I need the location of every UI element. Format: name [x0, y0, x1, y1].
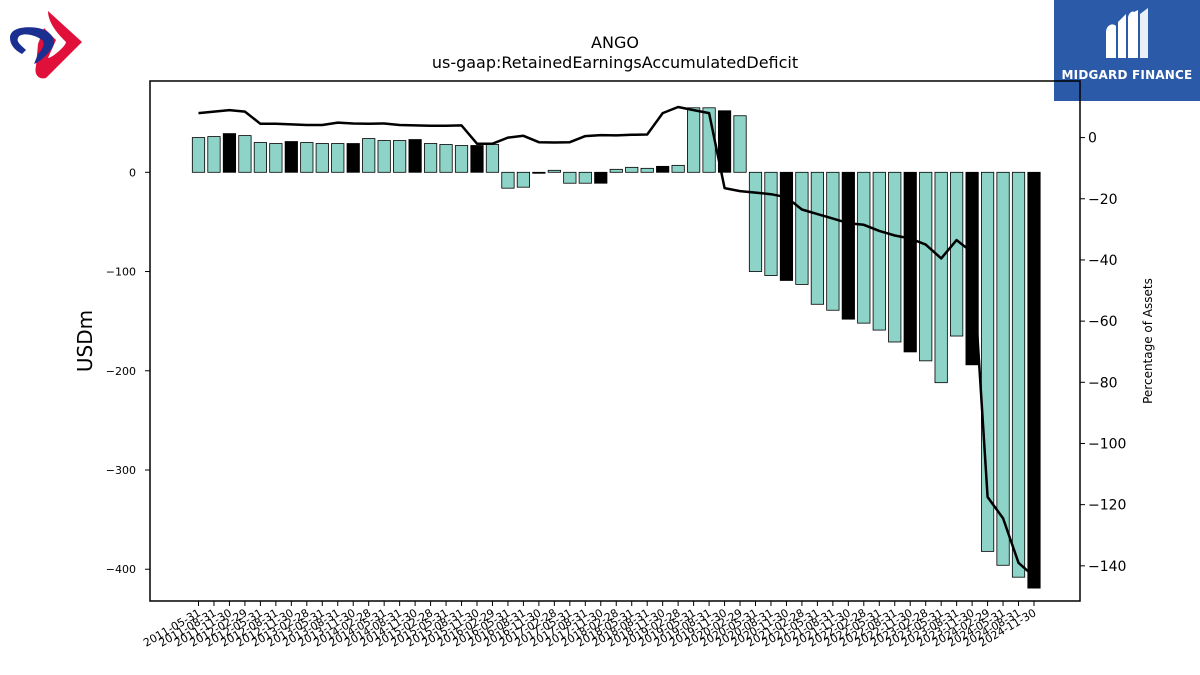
y2-axis-ticks: 0 −20 −40 −60 −80 −100 −120 −140 — [1080, 131, 1126, 575]
bar-2020-02-29 — [733, 115, 747, 173]
bar-2018-11-30 — [656, 165, 670, 173]
bar-2015-02-28 — [423, 143, 438, 173]
y-axis-label: USDm — [73, 310, 97, 372]
bar-series — [191, 107, 1041, 589]
y-tick-label: −300 — [106, 464, 136, 477]
line-series — [198, 105, 1035, 578]
bar-2021-05-31 — [810, 171, 824, 305]
bar-2017-11-30 — [594, 171, 608, 184]
y2-tick-label: −80 — [1088, 375, 1118, 391]
bar-2021-11-30 — [841, 171, 855, 320]
bar-2019-05-31 — [687, 107, 701, 173]
y2-tick-label: −20 — [1088, 192, 1118, 208]
bar-2024-11-30 — [1027, 171, 1041, 589]
plot-frame — [149, 80, 1081, 602]
bar-2017-08-31 — [578, 171, 592, 184]
bar-2019-02-28 — [671, 164, 685, 173]
y2-tick-label: −100 — [1088, 436, 1126, 452]
chart-subtitle: us-gaap:RetainedEarningsAccumulatedDefic… — [432, 53, 798, 72]
bar-2012-02-29 — [238, 135, 252, 173]
bar-2015-08-31 — [454, 145, 469, 173]
bar-2015-05-31 — [439, 144, 453, 173]
bar-2016-02-29 — [485, 144, 500, 173]
bar-2022-02-28 — [857, 171, 871, 324]
swirl-logo-icon — [4, 8, 86, 82]
bar-2011-05-31 — [191, 137, 206, 173]
bar-2011-11-30 — [222, 133, 237, 173]
y2-axis-label: Percentage of Assets — [1141, 278, 1155, 404]
bar-2011-08-31 — [207, 136, 221, 173]
bar-2020-08-31 — [764, 171, 778, 276]
bar-2016-08-31 — [516, 171, 531, 188]
y-tick-label: −400 — [106, 563, 136, 576]
bar-2017-02-28 — [547, 169, 561, 173]
bar-2016-05-31 — [501, 171, 515, 189]
bar-2013-05-31 — [315, 143, 329, 173]
bar-2018-05-31 — [625, 166, 639, 173]
y2-tick-label: 0 — [1088, 131, 1097, 147]
bar-2013-02-28 — [300, 142, 314, 173]
bar-2014-11-30 — [408, 139, 422, 173]
bar-2018-08-31 — [640, 167, 654, 173]
y-tick-label: 0 — [129, 166, 136, 179]
bar-2023-02-28 — [919, 171, 933, 362]
bar-2016-11-30 — [532, 171, 546, 174]
bar-2021-02-28 — [795, 171, 809, 285]
x-axis-ticks: 2011-05-312011-08-312011-11-302012-02-29… — [141, 601, 1039, 650]
bar-2022-08-31 — [888, 171, 902, 343]
bar-2012-08-31 — [269, 143, 283, 173]
y2-tick-label: −40 — [1088, 253, 1118, 269]
y2-tick-label: −120 — [1088, 498, 1126, 514]
bar-2017-05-31 — [563, 171, 577, 184]
bar-2012-05-31 — [253, 142, 267, 173]
bar-2014-05-31 — [377, 140, 391, 173]
bar-2023-08-31 — [950, 171, 964, 337]
midgard-finance-logo-text: MIDGARD FINANCE — [1061, 68, 1193, 82]
bar-2022-05-31 — [872, 171, 886, 331]
bar-2012-11-30 — [284, 141, 298, 173]
y2-tick-label: −60 — [1088, 314, 1118, 330]
bar-2020-11-30 — [779, 171, 794, 281]
bar-2013-11-30 — [346, 143, 360, 173]
bar-2022-11-30 — [903, 171, 917, 353]
percentage-of-assets-line — [198, 105, 1035, 578]
bar-2024-08-31 — [1011, 171, 1026, 578]
bar-2013-08-31 — [331, 143, 345, 173]
bar-2018-02-28 — [609, 168, 623, 173]
y-tick-label: −200 — [106, 365, 136, 378]
bar-2023-05-31 — [934, 171, 948, 384]
bar-2020-05-31 — [748, 171, 763, 272]
y-axis-ticks: 0 −100 −200 −300 −400 — [106, 166, 150, 576]
y2-tick-label: −140 — [1088, 559, 1126, 575]
bar-2021-08-31 — [826, 171, 840, 311]
bar-2015-11-30 — [470, 145, 484, 173]
chart-title: ANGO — [591, 33, 639, 52]
y-tick-label: −100 — [106, 266, 136, 279]
bar-2024-05-31 — [996, 171, 1010, 566]
bar-2014-08-31 — [393, 140, 407, 173]
bar-2014-02-28 — [362, 138, 376, 173]
midgard-finance-logo-icon: MIDGARD FINANCE — [1054, 0, 1200, 101]
bar-2019-11-30 — [717, 110, 732, 173]
